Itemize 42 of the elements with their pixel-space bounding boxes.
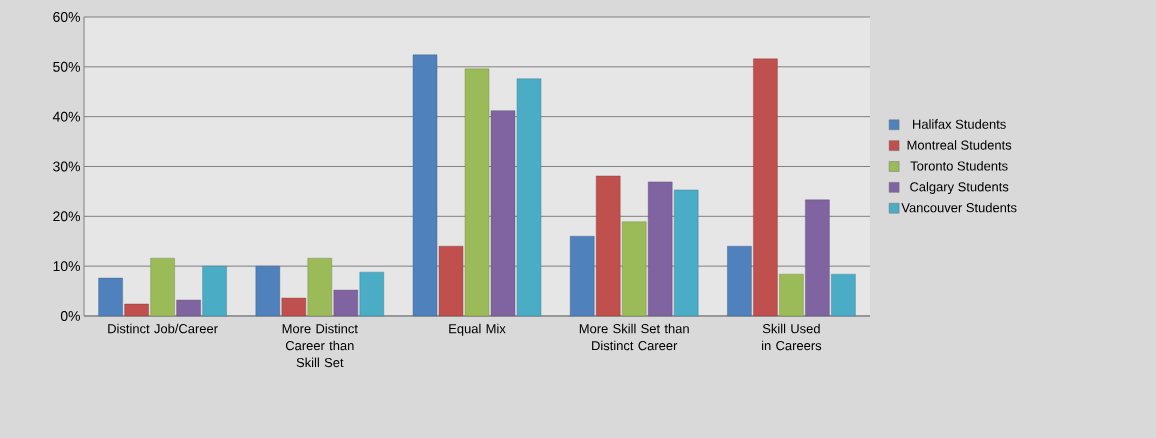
bar [831, 273, 856, 317]
bar [333, 289, 358, 317]
bar [464, 68, 490, 317]
legend-label: Calgary Students [910, 181, 1009, 194]
bar [412, 54, 438, 317]
bar [150, 257, 175, 317]
bar [438, 246, 464, 317]
bar [124, 303, 149, 317]
bar [307, 257, 333, 317]
bar [255, 265, 281, 317]
x-tick-label: More Skill Set than Distinct Career [579, 323, 689, 351]
legend-label: Vancouver Students [901, 202, 1017, 213]
y-tick-label: 20% [53, 211, 80, 222]
bar [648, 181, 673, 317]
y-tick-label: 60% [53, 12, 80, 22]
bar [281, 297, 307, 317]
y-tick-label: 40% [52, 111, 80, 122]
y-tick-label: 30% [53, 161, 80, 172]
x-tick-label: Equal Mix [449, 323, 506, 336]
x-tick-label: More Distinct Career than Skill Set [282, 323, 358, 368]
bar [622, 221, 647, 317]
legend-label: Montreal Students [907, 140, 1012, 150]
bar [779, 273, 804, 317]
legend-label: Halifax Students [913, 119, 1006, 129]
bar [176, 299, 201, 317]
bar [516, 78, 542, 317]
bar [359, 271, 384, 317]
bar [596, 175, 621, 317]
legend-label: Toronto Students [910, 161, 1008, 171]
x-tick-label: Skill Used in Careers [762, 323, 822, 351]
bar [805, 199, 830, 317]
x-tick-label: Distinct Job/Career [108, 323, 218, 334]
bar [673, 189, 699, 317]
bar [490, 110, 516, 317]
y-tick-label: 50% [53, 61, 80, 72]
bar [727, 246, 752, 317]
bar [202, 265, 227, 317]
y-tick-label: 10% [53, 261, 80, 272]
y-tick-label: 0% [60, 311, 80, 321]
bar [753, 58, 778, 317]
bar [570, 236, 595, 317]
bar [98, 277, 123, 317]
